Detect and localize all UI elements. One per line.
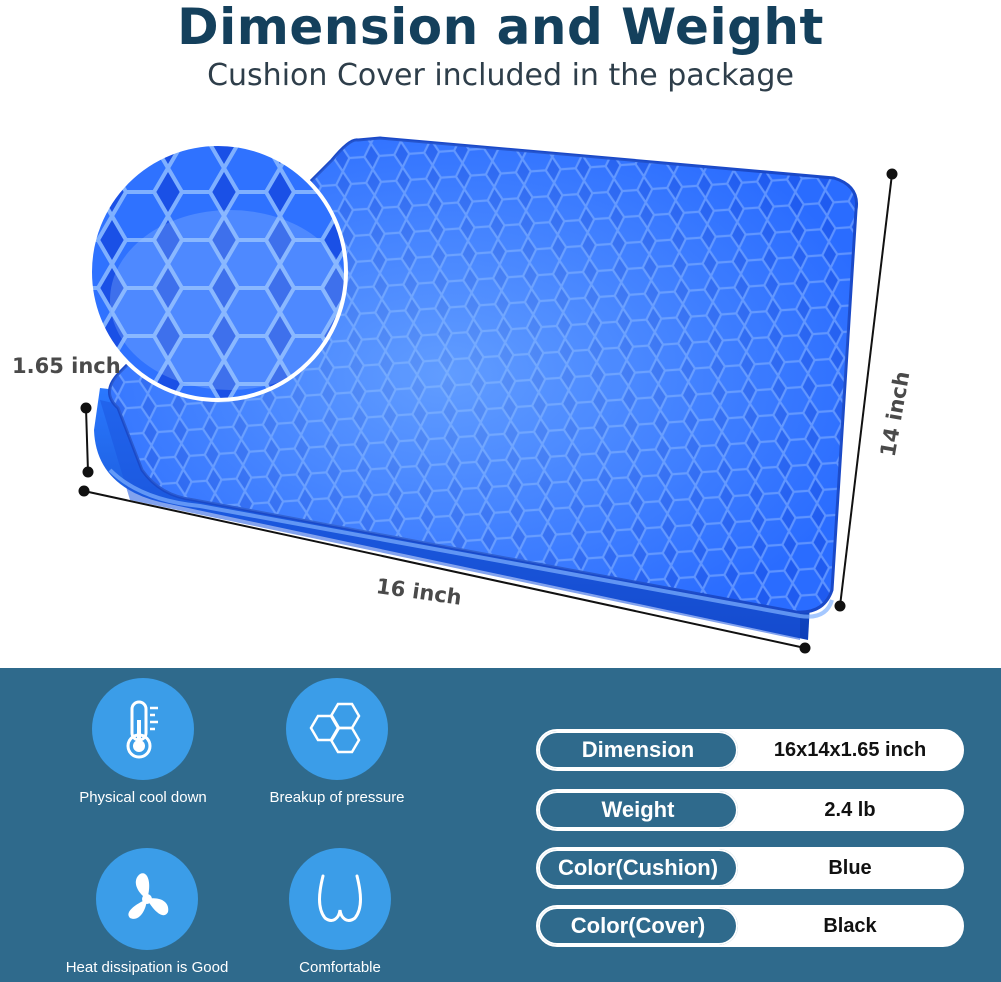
spec-row-dimension: Dimension 16x14x1.65 inch — [536, 729, 964, 771]
features-and-specs-panel: Physical cool down Breakup of pressure — [0, 668, 1001, 982]
spec-value: Black — [823, 915, 877, 937]
spec-key: Dimension — [538, 731, 738, 769]
feature-label: Heat dissipation is Good — [65, 959, 229, 976]
height-label: 1.65 inch — [12, 354, 121, 378]
spec-value: 16x14x1.65 inch — [773, 739, 927, 761]
body-shape-icon — [289, 848, 391, 950]
page-subtitle: Cushion Cover included in the package — [207, 58, 794, 93]
spec-row-weight: Weight 2.4 lb — [536, 789, 964, 831]
spec-key: Color(Cushion) — [538, 849, 738, 887]
spec-value: Blue — [828, 857, 872, 879]
fan-icon — [96, 848, 198, 950]
feature-cool-down: Physical cool down — [43, 678, 243, 806]
thermometer-icon — [92, 678, 194, 780]
feature-label: Physical cool down — [79, 789, 207, 806]
feature-label: Comfortable — [299, 959, 381, 976]
feature-pressure: Breakup of pressure — [237, 678, 437, 806]
honeycomb-icon — [286, 678, 388, 780]
feature-heat-dissipation: Heat dissipation is Good — [47, 848, 247, 976]
feature-comfortable: Comfortable — [240, 848, 440, 976]
spec-key: Weight — [538, 791, 738, 829]
spec-key: Color(Cover) — [538, 907, 738, 945]
feature-label: Breakup of pressure — [269, 789, 405, 806]
spec-value: 2.4 lb — [824, 799, 876, 821]
spec-row-color-cover: Color(Cover) Black — [536, 905, 964, 947]
page-title: Dimension and Weight — [177, 0, 824, 56]
product-image-area: Dimension and Weight Cushion Cover inclu… — [12, 0, 915, 654]
gel-cushion-illustration — [78, 136, 898, 654]
spec-row-color-cushion: Color(Cushion) Blue — [536, 847, 964, 889]
